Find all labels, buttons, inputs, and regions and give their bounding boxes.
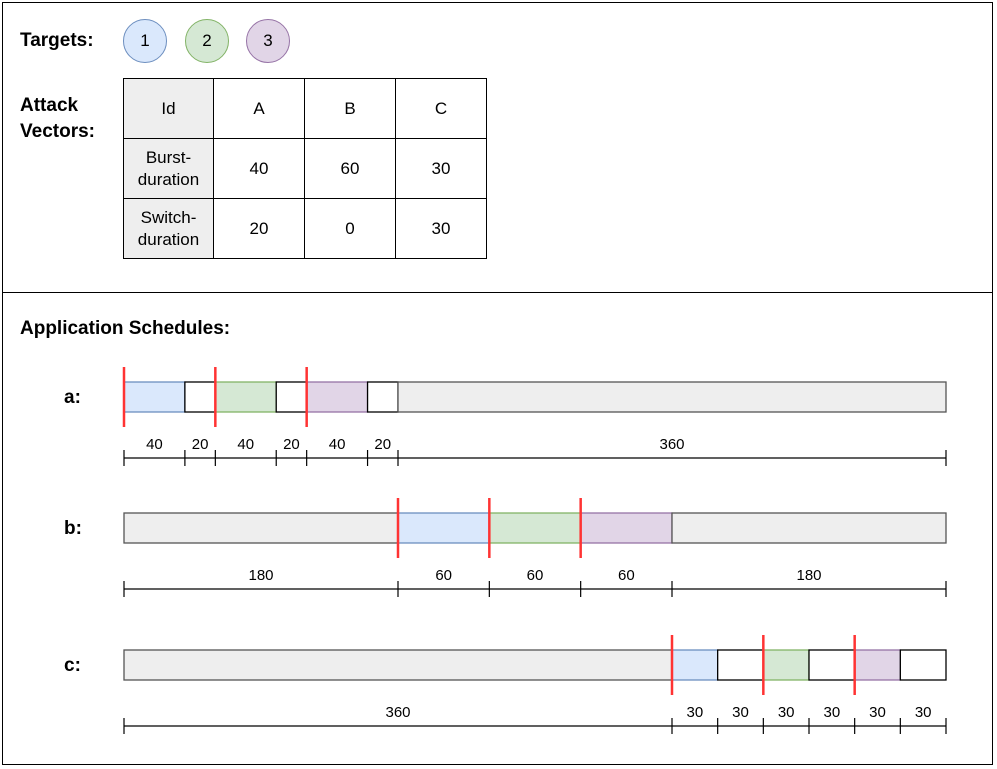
table-row-switch-duration: Switch- duration 20 0 30 — [123, 198, 487, 259]
duration-label: 360 — [385, 704, 410, 721]
schedule-segment-switch — [366, 381, 399, 413]
duration-label: 20 — [283, 436, 300, 453]
target-id: 3 — [263, 31, 273, 50]
header-cell-b: B — [304, 78, 396, 139]
schedule-segment-idle — [671, 512, 947, 544]
target-id: 2 — [202, 31, 212, 50]
target-circle-2: 2 — [185, 19, 229, 63]
duration-label: 40 — [146, 436, 163, 453]
target-circle-1: 1 — [123, 19, 167, 63]
duration-label: 30 — [823, 704, 840, 721]
schedule-segment-target — [671, 649, 719, 681]
value-cell: 60 — [304, 138, 396, 199]
schedule-segment-target — [488, 512, 582, 544]
attack-vectors-label: Attack Vectors: — [20, 93, 95, 145]
duration-label: 30 — [869, 704, 886, 721]
schedule-label: b: — [64, 518, 82, 539]
schedule-segment-target — [762, 649, 810, 681]
schedule-segment-target — [580, 512, 673, 544]
attack-vectors-table: Id A B C Burst- duration 40 60 30 Switch… — [123, 78, 487, 259]
duration-label: 30 — [915, 704, 932, 721]
header-cell-a: A — [213, 78, 305, 139]
schedule-segment-target — [123, 381, 186, 413]
duration-label: 180 — [796, 567, 821, 584]
duration-label: 20 — [374, 436, 391, 453]
schedule-segment-target — [854, 649, 901, 681]
schedule-segment-target — [306, 381, 369, 413]
schedule-segment-switch — [184, 381, 216, 413]
schedule-segment-idle — [123, 649, 673, 681]
table-row-burst-duration: Burst- duration 40 60 30 — [123, 138, 487, 199]
duration-label: 40 — [329, 436, 346, 453]
duration-label: 30 — [686, 704, 703, 721]
duration-label: 20 — [192, 436, 209, 453]
duration-label: 60 — [527, 567, 544, 584]
row-label-line1: Switch- — [140, 207, 197, 227]
target-id: 1 — [140, 31, 150, 50]
schedule-label: a: — [64, 387, 81, 408]
duration-label: 180 — [248, 567, 273, 584]
header-cell-id: Id — [123, 78, 214, 139]
duration-label: 60 — [435, 567, 452, 584]
duration-label: 30 — [732, 704, 749, 721]
schedule-segment-idle — [123, 512, 399, 544]
schedule-label: c: — [64, 655, 81, 676]
duration-label: 360 — [659, 436, 684, 453]
value-cell: 40 — [213, 138, 305, 199]
duration-label: 30 — [778, 704, 795, 721]
target-circle-3: 3 — [246, 19, 290, 63]
attack-vectors-label-line2: Vectors: — [20, 121, 95, 142]
attack-vectors-label-line1: Attack — [20, 95, 79, 116]
row-label-line2: duration — [137, 169, 200, 189]
schedule-segment-target — [214, 381, 277, 413]
targets-label: Targets: — [20, 30, 94, 51]
application-schedules-title: Application Schedules: — [20, 318, 231, 339]
value-cell: 30 — [395, 138, 487, 199]
row-label-line1: Burst- — [145, 147, 192, 167]
schedule-segment-switch — [899, 649, 947, 681]
duration-label: 40 — [237, 436, 254, 453]
schedule-segment-idle — [397, 381, 947, 413]
row-label-cell: Burst- duration — [123, 138, 214, 199]
schedule-segment-switch — [717, 649, 764, 681]
schedule-segment-switch — [275, 381, 308, 413]
row-label-cell: Switch- duration — [123, 198, 214, 259]
duration-label: 60 — [618, 567, 635, 584]
row-label-line2: duration — [137, 229, 200, 249]
value-cell: 30 — [395, 198, 487, 259]
value-cell: 0 — [304, 198, 396, 259]
schedule-segment-switch — [808, 649, 856, 681]
schedule-segment-target — [397, 512, 490, 544]
table-header-row: Id A B C — [123, 78, 487, 139]
